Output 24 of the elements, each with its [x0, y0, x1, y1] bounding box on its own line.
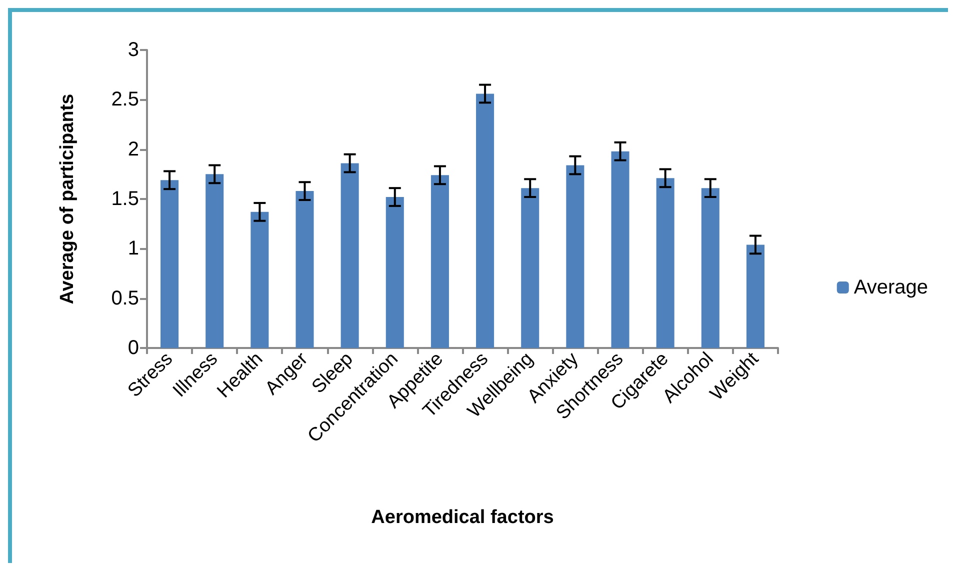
bar	[521, 188, 540, 348]
bar	[566, 165, 584, 348]
bar	[340, 163, 359, 348]
y-tick-label: 2	[128, 138, 139, 160]
y-tick-label: 1.5	[111, 188, 139, 210]
x-axis-title: Aeromedical factors	[371, 507, 554, 528]
y-tick-label: 3	[128, 39, 139, 61]
bar	[701, 188, 720, 348]
bar	[746, 244, 764, 348]
legend-label: Average	[854, 276, 928, 298]
bar	[296, 191, 314, 348]
y-tick-label: 0.5	[111, 287, 139, 310]
y-axis-title: Average of participants	[57, 94, 78, 304]
bar	[206, 174, 224, 348]
bar	[386, 197, 404, 348]
bar	[160, 180, 179, 348]
bar	[250, 212, 269, 348]
bar	[430, 175, 449, 348]
bar	[611, 151, 630, 348]
bar	[656, 178, 674, 348]
y-tick-label: 0	[128, 337, 139, 359]
bar	[476, 94, 494, 348]
y-tick-label: 2.5	[111, 88, 139, 111]
y-tick-label: 1	[128, 238, 139, 260]
